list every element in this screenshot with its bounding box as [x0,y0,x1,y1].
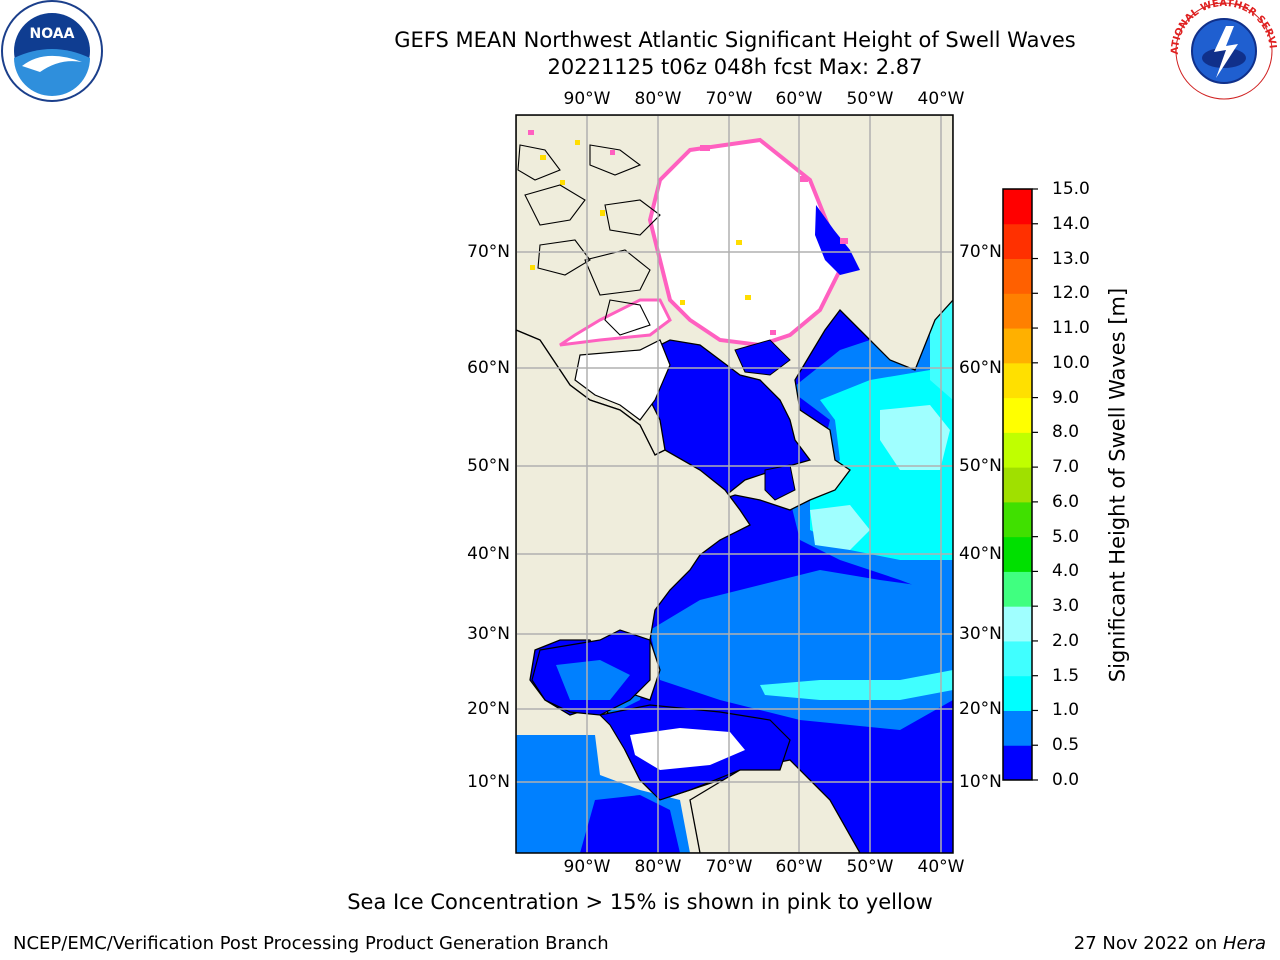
lon-label-top: 80°W [634,89,682,109]
colorbar-tick-label: 1.5 [1052,665,1080,686]
lon-label-top: 50°W [846,89,894,109]
lat-label-right: 60°N [959,358,1002,378]
colorbar-frame [1002,188,1033,781]
colorbar-segment [1003,328,1032,364]
chart-subtitle: 20221125 t06z 048h fcst Max: 2.87 [547,55,923,79]
colorbar-segment [1003,258,1032,294]
colorbar-tick-label: 8.0 [1052,422,1080,443]
lon-label-bottom: 80°W [634,857,682,877]
lat-label-left: 40°N [467,544,510,564]
lon-label-top: 70°W [705,89,753,109]
lat-label-left: 10°N [467,772,510,792]
colorbar-segment [1003,432,1032,468]
colorbar-tick-label: 12.0 [1052,283,1090,304]
national-weather-service-logo: NATIONAL WEATHER SERVICE [0,0,1278,100]
colorbar-tick-label: 4.0 [1052,561,1080,582]
colorbar-tick-label: 11.0 [1052,318,1090,339]
lon-label-bottom: 70°W [705,857,753,877]
colorbar-segment [1003,606,1032,642]
lon-label-bottom: 40°W [917,857,965,877]
lon-label-top: 40°W [917,89,965,109]
colorbar-segment [1003,710,1032,746]
lon-label-top: 60°W [775,89,823,109]
colorbar-tick-label: 10.0 [1052,352,1090,373]
colorbar-tick-label: 5.0 [1052,526,1080,547]
colorbar-segment [1003,293,1032,329]
footer-date: 27 Nov 2022 on Hera [1074,933,1266,954]
colorbar-segment [1003,467,1032,503]
colorbar-tick-label: 13.0 [1052,248,1090,269]
lat-label-right: 20°N [959,699,1002,719]
colorbar [1002,188,1038,781]
lat-label-left: 60°N [467,358,510,378]
lat-label-right: 50°N [959,456,1002,476]
svg-text:NATIONAL WEATHER SERVICE: NATIONAL WEATHER SERVICE [0,0,1278,55]
lon-label-bottom: 90°W [563,857,611,877]
colorbar-segment [1003,362,1032,399]
colorbar-segment [1003,745,1032,781]
colorbar-tick-label: 6.0 [1052,491,1080,512]
map-frame [515,114,954,854]
lat-label-left: 70°N [467,242,510,262]
lat-label-right: 40°N [959,544,1002,564]
footer-host: Hera [1222,933,1266,954]
lat-label-left: 30°N [467,624,510,644]
colorbar-segment [1003,223,1032,260]
colorbar-segment [1003,640,1032,677]
colorbar-segment [1003,571,1032,607]
colorbar-segment [1003,536,1032,572]
chart-title: GEFS MEAN Northwest Atlantic Significant… [394,28,1076,52]
colorbar-title: Significant Height of Swell Waves [m] [1105,287,1130,683]
footer-date-text: 27 Nov 2022 on [1073,933,1223,954]
lon-label-bottom: 60°W [775,857,823,877]
colorbar-segment [1003,397,1032,433]
colorbar-tick-label: 7.0 [1052,457,1080,478]
lat-label-right: 70°N [959,242,1002,262]
colorbar-segment [1003,501,1032,538]
colorbar-tick-label: 1.0 [1052,700,1080,721]
lon-label-bottom: 50°W [846,857,894,877]
colorbar-segment [1003,675,1032,711]
map-gridlines [516,115,953,853]
colorbar-tick-label: 0.0 [1052,770,1080,790]
map-plot [516,115,953,853]
noaa-logo: NOAA [1,0,103,102]
nws-ring-text: NATIONAL WEATHER SERVICE [0,0,1278,55]
footer-credit: NCEP/EMC/Verification Post Processing Pr… [13,933,609,954]
lat-label-left: 20°N [467,699,510,719]
colorbar-tick-label: 2.0 [1052,630,1080,651]
lat-label-right: 10°N [959,772,1002,792]
lat-label-right: 30°N [959,624,1002,644]
colorbar-tick-label: 14.0 [1052,213,1090,234]
noaa-logo-text: NOAA [30,26,75,42]
colorbar-segment [1003,189,1032,225]
colorbar-tick-label: 9.0 [1052,387,1080,408]
colorbar-tick-label: 0.5 [1052,735,1080,756]
colorbar-tick-label: 3.0 [1052,596,1080,617]
lon-label-top: 90°W [563,89,611,109]
sea-ice-note: Sea Ice Concentration > 15% is shown in … [347,890,933,914]
colorbar-tick-label: 15.0 [1052,179,1090,199]
lat-label-left: 50°N [467,456,510,476]
